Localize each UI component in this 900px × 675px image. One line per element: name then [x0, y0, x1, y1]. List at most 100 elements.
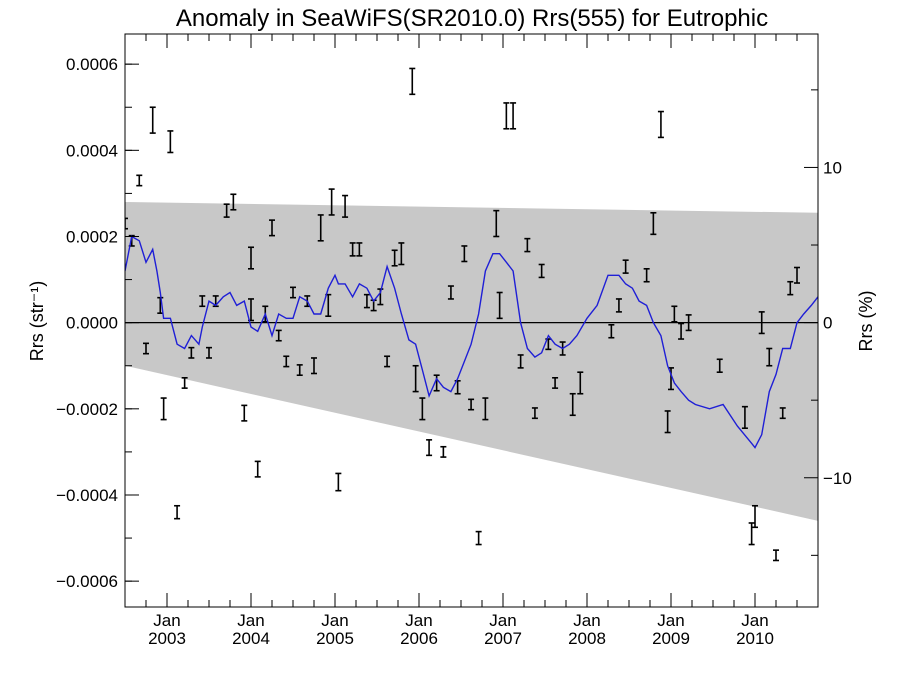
- error-bar-point: [181, 376, 188, 389]
- x-tick-month-label: Jan: [573, 611, 600, 630]
- error-bar-point: [664, 410, 671, 434]
- error-bar-point: [174, 504, 181, 520]
- error-bar-point: [678, 322, 685, 340]
- error-bar-point: [752, 504, 758, 529]
- error-bar-point: [317, 214, 324, 242]
- y-axis-label-left: Rrs (str⁻¹): [27, 281, 47, 361]
- x-tick-month-label: Jan: [321, 611, 348, 630]
- error-bar-point: [524, 237, 531, 253]
- error-bar-point: [199, 295, 206, 308]
- error-bar-point: [577, 371, 584, 395]
- x-tick-year-label: 2007: [484, 629, 522, 648]
- plot-frame: [124, 33, 819, 608]
- y-tick-label-left: −0.0006: [56, 572, 118, 591]
- error-bar-point: [569, 392, 576, 417]
- error-bar-point: [643, 268, 650, 283]
- error-bar-point: [531, 407, 538, 420]
- error-bar-point: [622, 259, 629, 274]
- error-bar-point: [136, 174, 143, 187]
- x-tick-year-label: 2005: [316, 629, 354, 648]
- error-bar-point: [461, 245, 468, 263]
- x-tick-year-label: 2003: [148, 629, 186, 648]
- error-bar-point: [296, 364, 303, 377]
- error-bar-point: [496, 291, 503, 320]
- error-bar-point: [615, 298, 622, 313]
- error-bar-point: [223, 203, 230, 218]
- error-bar-point: [342, 194, 349, 218]
- error-bar-point: [475, 530, 482, 546]
- error-bar-point: [671, 305, 678, 323]
- error-bar-point: [328, 188, 335, 216]
- error-bar-point: [167, 130, 174, 154]
- x-tick-month-label: Jan: [489, 611, 516, 630]
- error-bar-point: [552, 376, 559, 389]
- error-bar-point: [335, 472, 342, 492]
- error-bar-point: [363, 293, 370, 309]
- error-bar-point: [290, 286, 296, 299]
- error-bar-point: [685, 314, 692, 332]
- y-tick-label-left: 0.0004: [66, 141, 118, 160]
- error-bar-point: [773, 549, 779, 562]
- x-tick-year-label: 2010: [736, 629, 774, 648]
- error-bar-point: [248, 246, 254, 270]
- error-bar-point: [748, 522, 755, 546]
- error-bar-point: [468, 398, 475, 411]
- error-bar-point: [419, 397, 426, 421]
- x-tick-month-label: Jan: [153, 611, 180, 630]
- error-bar-point: [356, 242, 363, 257]
- error-bar-point: [149, 106, 156, 134]
- uncertainty-band: [125, 202, 818, 521]
- error-bar-point: [384, 355, 391, 368]
- error-bar-point: [409, 67, 416, 96]
- error-bar-point: [440, 445, 447, 458]
- plot-content: [125, 67, 818, 562]
- x-tick-month-label: Jan: [405, 611, 432, 630]
- plot-area: 0.0006 0.0004 0.0002 0.0000 −0.0002 −0.0004 −0…: [56, 33, 852, 648]
- error-bar-point: [391, 249, 398, 267]
- error-bar-point: [503, 102, 510, 130]
- y-tick-label-left: −0.0002: [56, 400, 118, 419]
- error-bar-point: [650, 211, 657, 236]
- error-bar-point: [412, 364, 419, 393]
- error-bar-point: [230, 193, 237, 211]
- y-tick-label-left: 0.0002: [66, 227, 118, 246]
- error-bar-point: [517, 354, 524, 369]
- chart-title: Anomaly in SeaWiFS(SR2010.0) Rrs(555) fo…: [176, 5, 768, 32]
- x-tick-year-label: 2008: [568, 629, 606, 648]
- error-bar-point: [538, 263, 545, 279]
- error-bar-point: [608, 324, 615, 339]
- error-bar-point: [143, 342, 149, 355]
- error-bar-point: [283, 355, 290, 368]
- x-tick-year-label: 2006: [400, 629, 438, 648]
- y-tick-label-left: 0.0000: [66, 314, 118, 333]
- x-tick-month-label: Jan: [237, 611, 264, 630]
- error-bar-point: [510, 102, 517, 130]
- error-bar-point: [482, 397, 489, 421]
- error-bar-point: [206, 346, 212, 359]
- error-bar-point: [794, 266, 800, 284]
- error-bar-point: [349, 242, 356, 257]
- y-tick-label-left: −0.0004: [56, 486, 118, 505]
- error-bar-point: [125, 217, 128, 230]
- error-bar-point: [657, 110, 664, 139]
- error-bar-point: [269, 219, 275, 237]
- error-bar-point: [454, 380, 461, 395]
- error-bar-point: [493, 209, 500, 238]
- x-tick-month-label: Jan: [657, 611, 684, 630]
- error-bar-point: [241, 404, 248, 422]
- error-bar-point: [779, 407, 786, 420]
- y-tick-label-left: 0.0006: [66, 55, 118, 74]
- y-tick-label-right: 0: [823, 314, 832, 333]
- error-bar-point: [426, 439, 433, 457]
- error-bar-point: [447, 285, 454, 300]
- error-bar-point: [275, 329, 282, 342]
- error-bar-point: [398, 242, 405, 266]
- error-bar-point: [254, 460, 261, 478]
- x-tick-year-label: 2004: [232, 629, 270, 648]
- smoothed-series-line: [125, 235, 818, 449]
- error-bar-point: [311, 357, 317, 375]
- error-bar-point: [787, 280, 794, 296]
- error-bar-point: [160, 397, 167, 421]
- y-axis-label-right: Rrs (%): [856, 291, 876, 352]
